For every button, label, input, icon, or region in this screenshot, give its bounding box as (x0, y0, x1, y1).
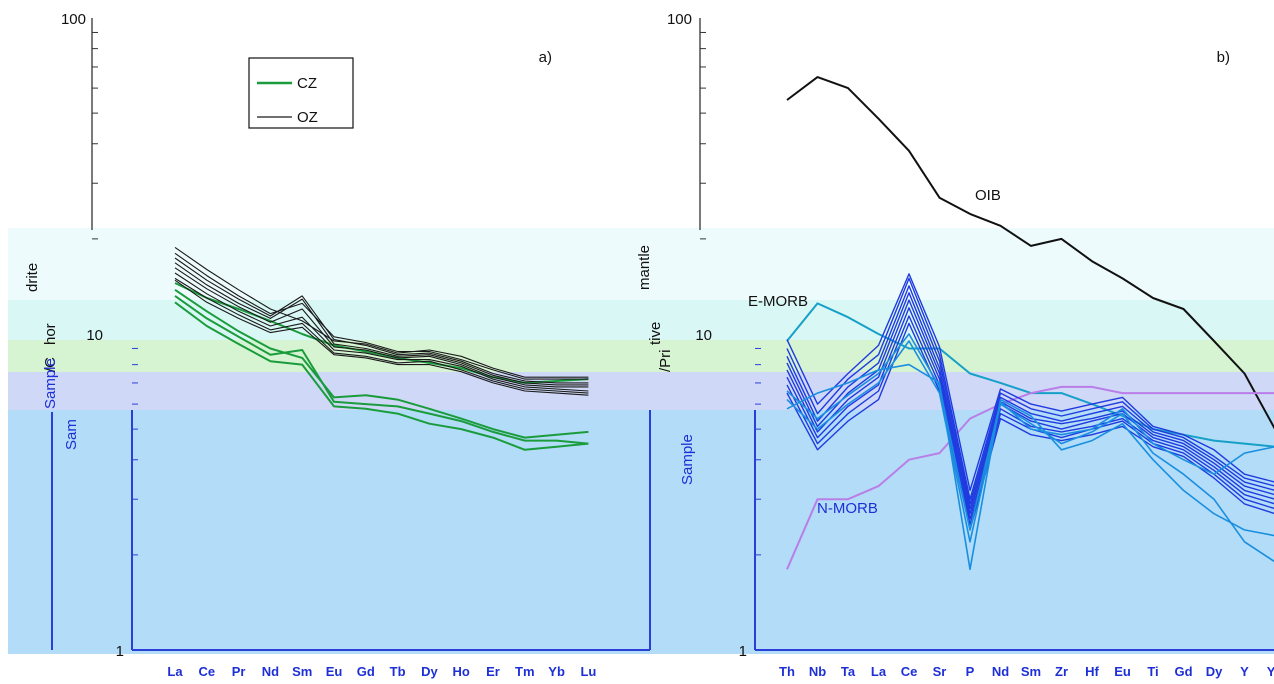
series-line-oz-4 (174, 262, 589, 386)
legend-box (248, 57, 354, 129)
panel-b: 100 10 1 b) mantle tive /Pri Sample Th Nb… (636, 11, 1274, 679)
panel-a-minor-ticks (92, 31, 138, 556)
panel-b-ytick-100: 100 (667, 11, 692, 28)
panel-b-ytick-1: 1 (739, 643, 747, 660)
series-line-oz-7 (174, 277, 589, 394)
category-label-la: La (167, 664, 183, 679)
panel-a-ytick-10: 10 (86, 327, 103, 344)
panel-b-series (786, 76, 1274, 571)
panel-a-ylabel-fragment-5: Sam (63, 419, 80, 450)
series-line-cz-10 (174, 295, 589, 445)
category-label-yb: Yb (1267, 664, 1274, 679)
series-line-sample_light-11 (786, 363, 1274, 571)
panel-a-legend: CZ OZ (248, 57, 354, 129)
series-line-oz (174, 246, 589, 378)
series-line-cz-9 (174, 288, 589, 439)
series-line-oz-3 (174, 257, 589, 384)
panel-b-ylabel-fragment-1: mantle (636, 245, 653, 290)
category-label-gd: Gd (1174, 664, 1192, 679)
series-line-sample_light-12 (786, 340, 1274, 563)
background-band-lavender (8, 372, 1274, 410)
series-line-e-morb (786, 302, 1274, 448)
category-label-lu: Lu (580, 664, 596, 679)
annotation-oib: OIB (975, 187, 1001, 204)
series-line-n-morb (786, 385, 1274, 570)
category-label-sm: Sm (292, 664, 312, 679)
category-label-dy: Dy (421, 664, 438, 679)
category-label-ce: Ce (901, 664, 918, 679)
category-label-er: Er (486, 664, 500, 679)
series-line-sample-3 (786, 273, 1274, 492)
category-label-ho: Ho (453, 664, 470, 679)
category-label-ce: Ce (198, 664, 215, 679)
series-line-sample-6 (786, 292, 1274, 510)
panel-a-ylabel-fragment-2: hor (42, 323, 59, 345)
category-label-p: P (966, 664, 975, 679)
panel-a-ytick-1: 1 (116, 643, 124, 660)
series-line-oib (786, 76, 1274, 430)
category-label-ta: Ta (841, 664, 856, 679)
background-band-green (8, 340, 1274, 372)
category-label-eu: Eu (326, 664, 343, 679)
panel-a-ylabel-fragment-1: drite (24, 263, 41, 292)
legend-oz-label: OZ (297, 109, 318, 126)
panel-a-category-labels: La Ce Pr Nd Sm Eu Gd Tb Dy Ho Er Tm Yb Lu (167, 664, 596, 679)
legend-cz-label: CZ (297, 75, 317, 92)
category-label-gd: Gd (357, 664, 375, 679)
category-label-nd: Nd (262, 664, 279, 679)
panel-b-ylabel-fragment-2: tive (647, 322, 664, 345)
series-line-oz-6 (174, 272, 589, 392)
panel-a: 100 10 1 a) drite hor /C Sample Sam La Ce… (24, 11, 651, 679)
category-label-tm: Tm (515, 664, 535, 679)
panel-a-series (174, 246, 589, 451)
category-label-zr: Zr (1055, 664, 1068, 679)
series-line-cz-11 (174, 301, 589, 451)
panel-a-label: a) (539, 49, 552, 66)
panel-b-ylabel-fragment-4: Sample (679, 434, 696, 485)
category-label-pr: Pr (232, 664, 246, 679)
series-line-sample-8 (786, 307, 1274, 520)
category-label-nb: Nb (809, 664, 826, 679)
category-label-y: Y (1240, 664, 1249, 679)
annotation-nmorb: N-MORB (817, 500, 878, 517)
annotation-emorb: E-MORB (748, 293, 808, 310)
panel-b-minor-ticks (700, 31, 761, 556)
series-line-oz-2 (174, 252, 589, 380)
series-line-sample-5 (786, 285, 1274, 505)
series-line-sample_light-13 (786, 333, 1274, 531)
category-label-sr: Sr (933, 664, 947, 679)
panel-a-ylabel-fragment-4: Sample (42, 358, 59, 409)
panel-b-label: b) (1217, 49, 1230, 66)
category-label-ti: Ti (1147, 664, 1158, 679)
category-label-tb: Tb (390, 664, 406, 679)
category-label-eu: Eu (1114, 664, 1131, 679)
series-line-sample-7 (786, 299, 1274, 515)
panel-b-category-labels: Th Nb Ta La Ce Sr P Nd Sm Zr Hf Eu Ti Gd Dy Y Yb (779, 664, 1274, 679)
category-label-nd: Nd (992, 664, 1009, 679)
panel-b-ylabel-fragment-3: /Pri (657, 350, 674, 373)
panel-a-ytick-100: 100 (61, 11, 86, 28)
category-label-th: Th (779, 664, 795, 679)
panel-a-ylabel-fragment-3: /C (42, 357, 59, 372)
series-line-sample-10 (786, 322, 1274, 531)
series-line-oz-5 (174, 267, 589, 388)
category-label-la: La (871, 664, 887, 679)
category-label-hf: Hf (1085, 664, 1099, 679)
category-label-yb: Yb (548, 664, 565, 679)
category-label-dy: Dy (1206, 664, 1223, 679)
series-line-sample-4 (786, 277, 1274, 500)
panel-b-ytick-10: 10 (695, 327, 712, 344)
series-line-oz-8 (174, 279, 589, 396)
background-band-blue (8, 410, 1274, 654)
category-label-sm: Sm (1021, 664, 1041, 679)
